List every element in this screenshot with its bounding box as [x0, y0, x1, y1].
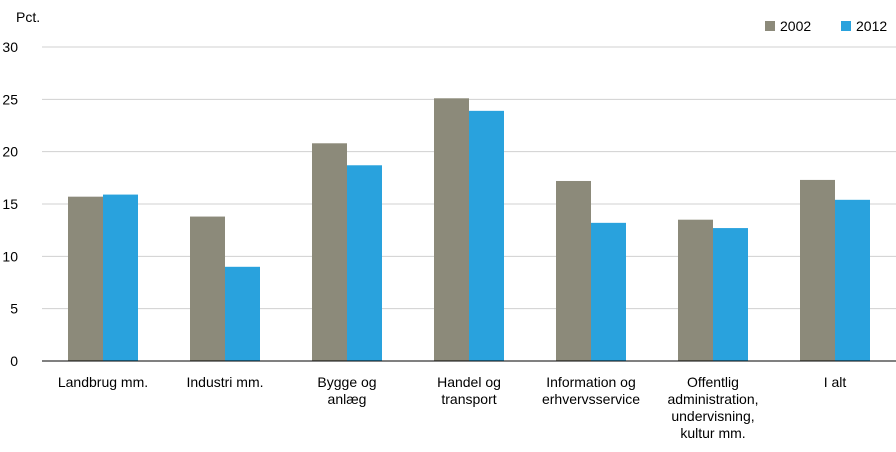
y-tick-label: 25 [2, 91, 18, 107]
x-category-label-line: Offentlig [687, 374, 739, 390]
legend: 2002 2012 [765, 18, 887, 34]
y-tick-label: 0 [10, 353, 18, 369]
bar-2012-1 [225, 266, 260, 361]
bar-2012-3 [469, 110, 504, 361]
y-tick-label: 5 [10, 301, 18, 317]
x-category-label-line: kultur mm. [680, 425, 745, 441]
x-category-label-line: Information og [546, 374, 636, 390]
bar-2002-3 [434, 98, 469, 361]
y-tick-label: 10 [2, 248, 18, 264]
x-category-label-line: Industri mm. [186, 374, 263, 390]
y-tick-label: 30 [2, 39, 18, 55]
x-category-label-line: undervisning, [671, 408, 754, 424]
bar-2002-0 [68, 196, 103, 361]
bar-2002-6 [800, 179, 835, 361]
x-category-label: I alt [824, 374, 847, 390]
bar-2012-4 [591, 222, 626, 361]
legend-swatch-2012 [841, 21, 851, 31]
bar-2012-2 [347, 165, 382, 361]
x-category-label-line: erhvervsservice [542, 391, 640, 407]
bar-2002-5 [678, 219, 713, 361]
x-category-label-line: I alt [824, 374, 847, 390]
bar-2012-0 [103, 194, 138, 361]
x-category-label: Bygge og anlæg [317, 374, 376, 407]
bars [68, 98, 870, 361]
x-category-label-line: Handel og [437, 374, 501, 390]
bar-2002-1 [190, 216, 225, 361]
legend-label-2002: 2002 [780, 18, 811, 34]
y-tick-label: 20 [2, 144, 18, 160]
legend-swatch-2002 [765, 21, 775, 31]
bar-2002-2 [312, 143, 347, 361]
x-category-label: Offentlig administration, undervisning, kul… [667, 374, 758, 441]
x-category-label-line: anlæg [328, 391, 367, 407]
x-category-label-line: administration, [667, 391, 758, 407]
x-category-label: Industri mm. [186, 374, 263, 390]
x-category-label: Handel og transport [437, 374, 501, 407]
y-axis-unit-label: Pct. [16, 9, 40, 25]
x-category-label-line: Landbrug mm. [58, 374, 148, 390]
x-category-label: Information og erhvervsservice [542, 374, 640, 407]
y-tick-label: 15 [2, 196, 18, 212]
bar-2012-5 [713, 228, 748, 361]
x-category-label-line: transport [441, 391, 496, 407]
x-axis-category-labels: Landbrug mm. Industri mm. Bygge og anlæg Han… [58, 374, 847, 441]
x-category-label-line: Bygge og [317, 374, 376, 390]
bar-2002-4 [556, 180, 591, 361]
legend-label-2012: 2012 [856, 18, 887, 34]
y-axis-ticks: 0 5 10 15 20 25 30 [2, 39, 18, 369]
x-category-label: Landbrug mm. [58, 374, 148, 390]
bar-2012-6 [835, 199, 870, 361]
